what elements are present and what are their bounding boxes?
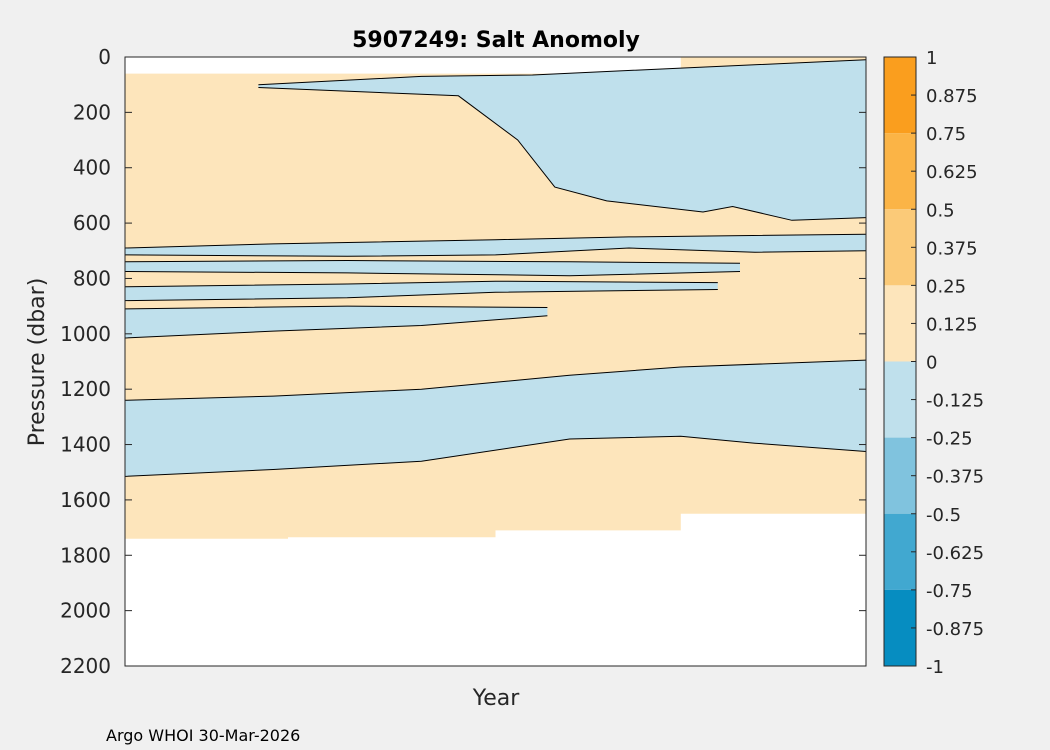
colorbar-tick-label: 0.625 bbox=[926, 162, 978, 183]
y-tick-label: 1200 bbox=[60, 377, 111, 401]
contour-top-band-950 bbox=[124, 305, 548, 310]
y-tick-label: 1000 bbox=[60, 322, 111, 346]
colorbar-tick-label: 0.875 bbox=[926, 86, 978, 107]
colorbar-tick-label: -0.5 bbox=[926, 505, 961, 526]
colorbar-tick-label: -0.625 bbox=[926, 543, 984, 564]
contour-lines-layer bbox=[124, 59, 867, 477]
colorbar-band bbox=[884, 589, 916, 666]
y-tick-label: 1600 bbox=[60, 488, 111, 512]
y-tick-label: 400 bbox=[73, 156, 111, 180]
contour-bottom-deep-freshening bbox=[124, 435, 867, 477]
region-band-670 bbox=[125, 234, 866, 257]
colorbar-tick-label: 0.125 bbox=[926, 314, 978, 335]
colorbar-band bbox=[884, 285, 916, 362]
y-tick-label: 1800 bbox=[60, 543, 111, 567]
y-tick-label: 200 bbox=[73, 100, 111, 124]
region-band-950 bbox=[125, 306, 548, 338]
plot-frame bbox=[124, 56, 867, 667]
colorbar-tick-label: 0.5 bbox=[926, 200, 955, 221]
contour-top-band-840 bbox=[124, 280, 718, 288]
colorbar-band bbox=[884, 361, 916, 438]
colorbar-tick-label: -0.375 bbox=[926, 467, 984, 488]
region-deep-freshening bbox=[125, 360, 866, 477]
colorbar-band bbox=[884, 57, 916, 134]
colorbar-tick-label: -0.25 bbox=[926, 429, 973, 450]
contour-top-band-760 bbox=[124, 259, 741, 264]
footer-credit: Argo WHOI 30-Mar-2026 bbox=[106, 726, 301, 745]
anomaly-fill-layer bbox=[125, 57, 866, 539]
y-axis: 0 200 400 600 800 1000 1200 1400 1600 1800 2000 220… bbox=[60, 45, 866, 678]
colorbar-tick-label: -0.125 bbox=[926, 391, 984, 412]
contour-top-upper-freshening bbox=[258, 59, 867, 86]
x-axis-label: Year bbox=[472, 686, 521, 711]
colorbar-tick-label: -0.75 bbox=[926, 581, 973, 602]
colorbar-tick-label: -0.875 bbox=[926, 619, 984, 640]
y-tick-label: 2000 bbox=[60, 599, 111, 623]
colorbar: 1 0.875 0.75 0.625 0.5 0.375 0.25 0.125 0 -0.125 -… bbox=[883, 48, 984, 678]
colorbar-tick-label: 1 bbox=[926, 48, 937, 69]
y-tick-label: 1400 bbox=[60, 433, 111, 457]
region-upper-freshening bbox=[258, 59, 866, 221]
colorbar-band bbox=[884, 437, 916, 514]
chart-title: 5907249: Salt Anomoly bbox=[352, 28, 640, 53]
contour-bottom-band-760 bbox=[124, 271, 741, 277]
contour-top-band-670 bbox=[124, 233, 867, 249]
colorbar-band bbox=[884, 513, 916, 590]
y-tick-label: 800 bbox=[73, 266, 111, 290]
colorbar-tick-label: -1 bbox=[926, 657, 944, 678]
colorbar-tick-label: 0.25 bbox=[926, 276, 966, 297]
colorbar-tick-label: 0 bbox=[926, 353, 937, 374]
colorbar-band bbox=[884, 209, 916, 286]
y-tick-label: 600 bbox=[73, 211, 111, 235]
colorbar-tick-label: 0.375 bbox=[926, 238, 978, 259]
y-tick-label: 2200 bbox=[60, 654, 111, 678]
region-band-840 bbox=[125, 281, 718, 301]
y-tick-label: 0 bbox=[98, 45, 111, 69]
contour-bottom-band-840 bbox=[124, 289, 718, 302]
contour-bottom-band-670 bbox=[124, 247, 867, 257]
y-axis-label: Pressure (dbar) bbox=[25, 278, 50, 447]
contour-top-deep-freshening bbox=[124, 359, 867, 401]
contour-bottom-upper-freshening bbox=[258, 87, 867, 221]
region-band-760 bbox=[125, 260, 740, 276]
colorbar-band bbox=[884, 133, 916, 210]
contour-bottom-band-950 bbox=[124, 315, 548, 339]
colorbar-tick-label: 0.75 bbox=[926, 124, 966, 145]
